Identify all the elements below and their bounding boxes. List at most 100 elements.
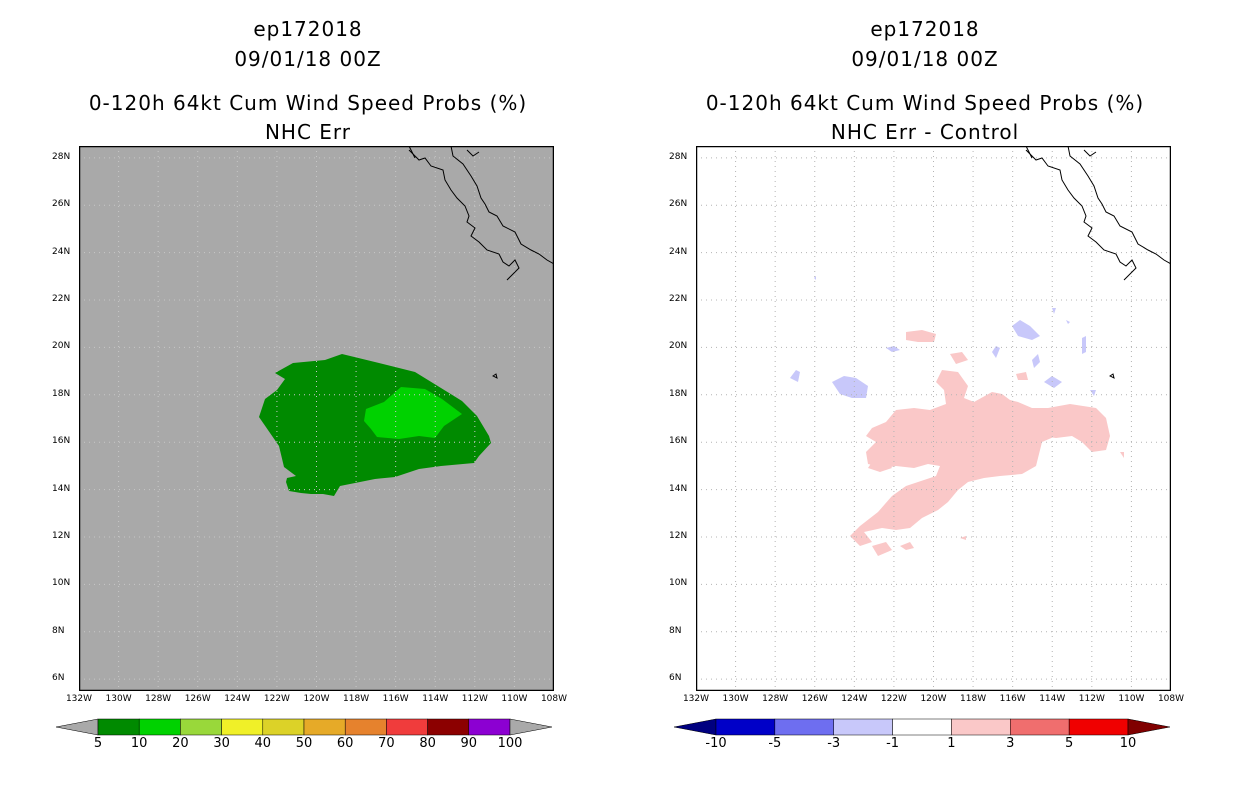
left-lon-tick: 114W: [422, 694, 449, 704]
colorbar-label: -5: [768, 736, 782, 751]
left-lon-tick: 110W: [501, 694, 528, 704]
left-storm-id: ep172018: [253, 17, 363, 41]
right-subtitle: NHC Err - Control: [830, 120, 1020, 144]
right-lat-tick: 14N: [669, 483, 688, 494]
right-colorbar: [674, 718, 1171, 736]
left-lon-tick: 130W: [105, 694, 132, 704]
right-difference-map: [696, 146, 1171, 691]
left-lon-tick: 124W: [224, 694, 251, 704]
right-lon-tick: 108W: [1157, 694, 1185, 704]
right-lat-tick: 6N: [669, 673, 682, 684]
colorbar-swatch: [468, 718, 511, 736]
left-lat-tick: 18N: [52, 388, 71, 399]
colorbar-swatch: [1010, 718, 1070, 736]
left-island: [492, 373, 498, 379]
colorbar-swatch: [427, 718, 470, 736]
right-lat-tick: 24N: [669, 246, 688, 257]
colorbar-swatch: [1068, 718, 1129, 736]
right-lat-tick: 26N: [669, 199, 688, 210]
right-lon-tick: 128W: [762, 694, 789, 704]
colorbar-swatch: [138, 718, 181, 736]
left-gridlines: [79, 146, 554, 691]
left-datetime: 09/01/18 00Z: [234, 47, 382, 71]
left-lon-tick: 120W: [303, 694, 330, 704]
colorbar-swatch: [892, 718, 952, 736]
left-lon-tick: 122W: [263, 694, 290, 704]
colorbar-swatch: [97, 718, 140, 736]
left-subtitle: NHC Err: [264, 120, 352, 144]
left-lon-tick: 108W: [540, 694, 568, 704]
left-map-frame: [79, 146, 554, 691]
colorbar-high-triangle: [509, 718, 553, 736]
colorbar-swatch: [774, 718, 834, 736]
left-lon-tick: 128W: [145, 694, 172, 704]
negative-difference-regions: [790, 276, 1096, 398]
left-lon-tick: 132W: [65, 694, 93, 704]
left-lat-tick: 6N: [52, 673, 65, 684]
colorbar-label: 5: [93, 736, 103, 751]
left-probability-map: [79, 146, 554, 691]
right-lat-tick: 18N: [669, 388, 688, 399]
colorbar-low-triangle: [56, 718, 99, 736]
right-product-title: 0-120h 64kt Cum Wind Speed Probs (%): [705, 91, 1145, 115]
right-lat-tick: 20N: [669, 341, 688, 352]
colorbar-label: 60: [336, 736, 354, 751]
right-coastline: [1025, 146, 1171, 281]
colorbar-label: 70: [378, 736, 395, 751]
left-lat-tick: 28N: [52, 151, 71, 162]
colorbar-label: 20: [172, 736, 189, 751]
right-lat-tick: 12N: [669, 530, 688, 541]
right-storm-id: ep172018: [870, 17, 980, 41]
right-lon-tick: 120W: [920, 694, 947, 704]
right-lon-tick: 132W: [682, 694, 710, 704]
positive-difference-regions: [850, 330, 1124, 556]
left-lat-tick: 12N: [52, 530, 71, 541]
colorbar-label: 90: [460, 736, 478, 751]
colorbar-label: -3: [827, 736, 841, 751]
right-lon-tick: 118W: [960, 694, 987, 704]
colorbar-label: -1: [886, 736, 900, 751]
right-island: [1109, 373, 1115, 379]
colorbar-label: 80: [419, 736, 436, 751]
right-lon-tick: 116W: [999, 694, 1026, 704]
right-gridlines: [696, 146, 1171, 691]
left-colorbar: [56, 718, 553, 736]
colorbar-label: 1: [947, 736, 956, 751]
colorbar-swatch: [262, 718, 305, 736]
right-lon-tick: 130W: [722, 694, 749, 704]
colorbar-swatch: [303, 718, 346, 736]
right-lon-tick: 124W: [841, 694, 868, 704]
left-product-title: 0-120h 64kt Cum Wind Speed Probs (%): [88, 91, 528, 115]
left-lat-tick: 14N: [52, 483, 71, 494]
colorbar-swatch: [221, 718, 264, 736]
right-lon-tick: 126W: [801, 694, 828, 704]
right-lat-tick: 22N: [669, 294, 688, 305]
right-lon-tick: 112W: [1078, 694, 1105, 704]
left-lat-tick: 10N: [52, 578, 71, 589]
left-lat-tick: 8N: [52, 625, 65, 636]
left-lon-tick: 126W: [184, 694, 211, 704]
colorbar-swatch: [386, 718, 428, 736]
colorbar-high-triangle: [1127, 718, 1171, 736]
right-lon-tick: 110W: [1118, 694, 1145, 704]
left-lat-tick: 24N: [52, 246, 71, 257]
left-lat-tick: 16N: [52, 436, 71, 447]
colorbar-swatch: [715, 718, 776, 736]
colorbar-label: 50: [295, 736, 313, 751]
colorbar-swatch: [180, 718, 222, 736]
right-lon-tick: 114W: [1039, 694, 1066, 704]
right-lat-tick: 28N: [669, 151, 688, 162]
colorbar-swatch: [833, 718, 893, 736]
colorbar-label: 3: [1006, 736, 1015, 751]
right-lon-tick: 122W: [880, 694, 907, 704]
left-lon-tick: 116W: [382, 694, 409, 704]
right-lat-tick: 8N: [669, 625, 682, 636]
prob-10-region: [364, 387, 462, 439]
right-lat-tick: 10N: [669, 578, 688, 589]
colorbar-swatch: [344, 718, 387, 736]
colorbar-swatch: [951, 718, 1011, 736]
left-lon-tick: 118W: [343, 694, 370, 704]
colorbar-label: 5: [1065, 736, 1074, 751]
colorbar-label: 10: [1119, 736, 1137, 751]
right-map-frame: [696, 146, 1171, 691]
